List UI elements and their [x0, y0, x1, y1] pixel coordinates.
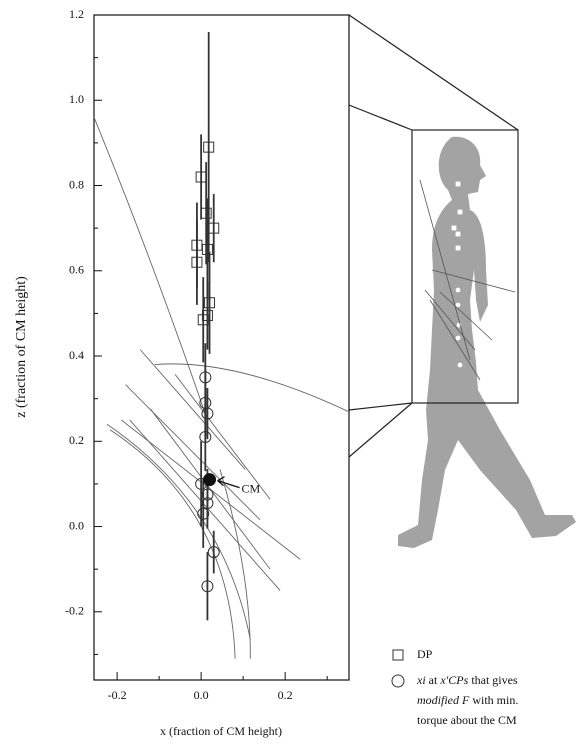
inset-dp: [456, 246, 460, 250]
curve: [140, 350, 245, 470]
y-tick-label: -0.2: [65, 604, 84, 618]
y-tick-label: 0.8: [69, 177, 84, 191]
legend-text: torque about the CM: [417, 713, 517, 727]
legend-text: modified F with min.: [417, 693, 518, 707]
y-axis-label: z (fraction of CM height): [14, 276, 29, 418]
inset-circle: [458, 363, 462, 367]
x-tick-label: 0.0: [194, 688, 209, 702]
y-tick-label: 1.0: [69, 92, 84, 106]
curve: [220, 469, 250, 658]
legend-text-part: DP: [417, 647, 433, 661]
cm-marker: [204, 474, 216, 486]
zoom-line: [349, 403, 412, 410]
legend-text-part: with min.: [469, 693, 518, 707]
legend-text-part: x′CPs: [439, 673, 468, 687]
x-tick-label: -0.2: [108, 688, 127, 702]
chart: x (fraction of CM height) z (fraction of…: [0, 0, 577, 742]
inset-dp: [456, 232, 460, 236]
legend-text-part: xi: [416, 673, 426, 687]
plot-frame: [94, 15, 349, 680]
curve: [126, 385, 260, 520]
plot-area: [94, 32, 348, 659]
zoom-line: [349, 105, 412, 130]
inset-dp: [456, 182, 460, 186]
legend-text-part: at: [426, 673, 441, 687]
x-axis-label: x (fraction of CM height): [160, 724, 282, 738]
legend-text-part: torque about the CM: [417, 713, 517, 727]
curve: [155, 364, 348, 412]
cm-arrow: [218, 477, 240, 488]
y-tick-label: 0.0: [69, 518, 84, 532]
inset-circle: [456, 288, 460, 292]
silhouette: [398, 137, 576, 548]
inset-dp: [458, 210, 462, 214]
legend-text: xi at x′CPs that gives: [416, 673, 518, 687]
legend-text-part: that gives: [468, 673, 518, 687]
y-tick-label: 0.6: [69, 263, 84, 277]
cm-label: CM: [242, 481, 261, 495]
inset-circle: [456, 336, 460, 340]
x-tick-label: 0.2: [278, 688, 293, 702]
y-tick-label: 0.4: [69, 348, 84, 362]
inset-dp: [452, 226, 456, 230]
zoom-line: [349, 15, 518, 130]
zoom-line: [349, 403, 412, 457]
legend-circle: [392, 675, 404, 687]
legend-text: DP: [417, 647, 433, 661]
y-tick-label: 0.2: [69, 433, 84, 447]
legend-text-part: modified F: [417, 693, 470, 707]
curve: [94, 117, 207, 420]
inset-circle: [456, 303, 460, 307]
legend-square: [393, 650, 403, 660]
y-tick-label: 1.2: [69, 7, 84, 21]
